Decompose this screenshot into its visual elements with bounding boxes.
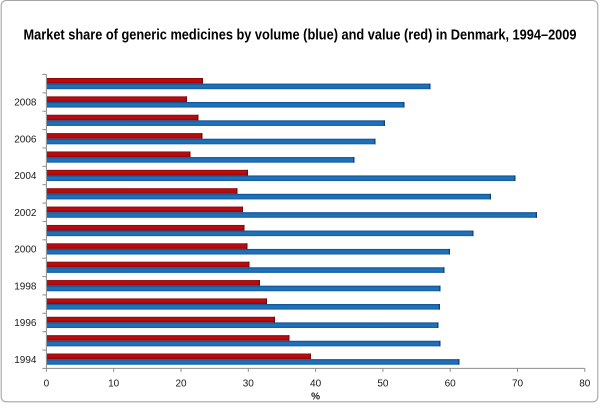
svg-text:70: 70 (512, 379, 524, 390)
svg-text:Market share of generic medici: Market share of generic medicines by vol… (24, 28, 577, 44)
svg-text:50: 50 (377, 379, 389, 390)
svg-text:0: 0 (44, 379, 50, 390)
svg-text:2004: 2004 (14, 171, 37, 182)
svg-text:60: 60 (445, 379, 457, 390)
svg-text:%: % (311, 392, 320, 403)
svg-text:10: 10 (108, 379, 120, 390)
svg-text:40: 40 (310, 379, 322, 390)
svg-text:80: 80 (579, 379, 591, 390)
svg-text:1994: 1994 (14, 355, 37, 366)
svg-text:2008: 2008 (14, 98, 37, 109)
svg-text:1998: 1998 (14, 281, 37, 292)
svg-text:1996: 1996 (14, 318, 37, 329)
svg-text:2002: 2002 (14, 208, 37, 219)
svg-text:2006: 2006 (14, 134, 37, 145)
svg-text:30: 30 (243, 379, 255, 390)
svg-text:2000: 2000 (14, 245, 37, 256)
svg-text:20: 20 (175, 379, 187, 390)
